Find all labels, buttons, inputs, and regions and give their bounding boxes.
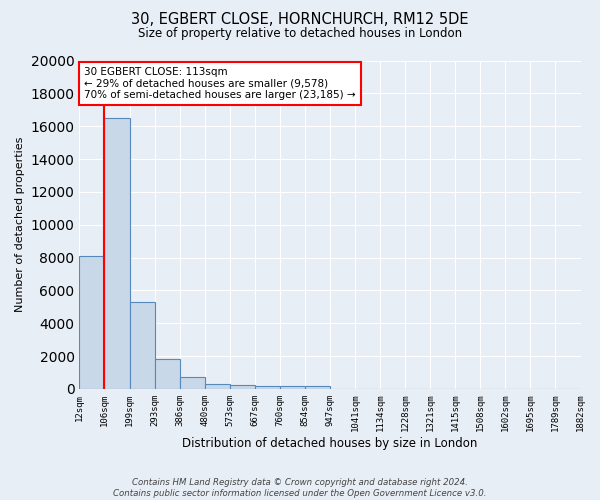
Y-axis label: Number of detached properties: Number of detached properties bbox=[15, 137, 25, 312]
Bar bbox=[179, 378, 205, 389]
Bar bbox=[205, 384, 230, 389]
Text: Size of property relative to detached houses in London: Size of property relative to detached ho… bbox=[138, 28, 462, 40]
Bar bbox=[130, 302, 155, 389]
Bar bbox=[280, 386, 305, 389]
Bar bbox=[155, 358, 179, 389]
Text: 30, EGBERT CLOSE, HORNCHURCH, RM12 5DE: 30, EGBERT CLOSE, HORNCHURCH, RM12 5DE bbox=[131, 12, 469, 28]
Bar bbox=[79, 256, 104, 389]
X-axis label: Distribution of detached houses by size in London: Distribution of detached houses by size … bbox=[182, 437, 478, 450]
Bar bbox=[305, 386, 330, 389]
Text: 30 EGBERT CLOSE: 113sqm
← 29% of detached houses are smaller (9,578)
70% of semi: 30 EGBERT CLOSE: 113sqm ← 29% of detache… bbox=[85, 67, 356, 100]
Text: Contains HM Land Registry data © Crown copyright and database right 2024.
Contai: Contains HM Land Registry data © Crown c… bbox=[113, 478, 487, 498]
Bar bbox=[255, 386, 280, 389]
Bar bbox=[104, 118, 130, 389]
Bar bbox=[230, 386, 255, 389]
